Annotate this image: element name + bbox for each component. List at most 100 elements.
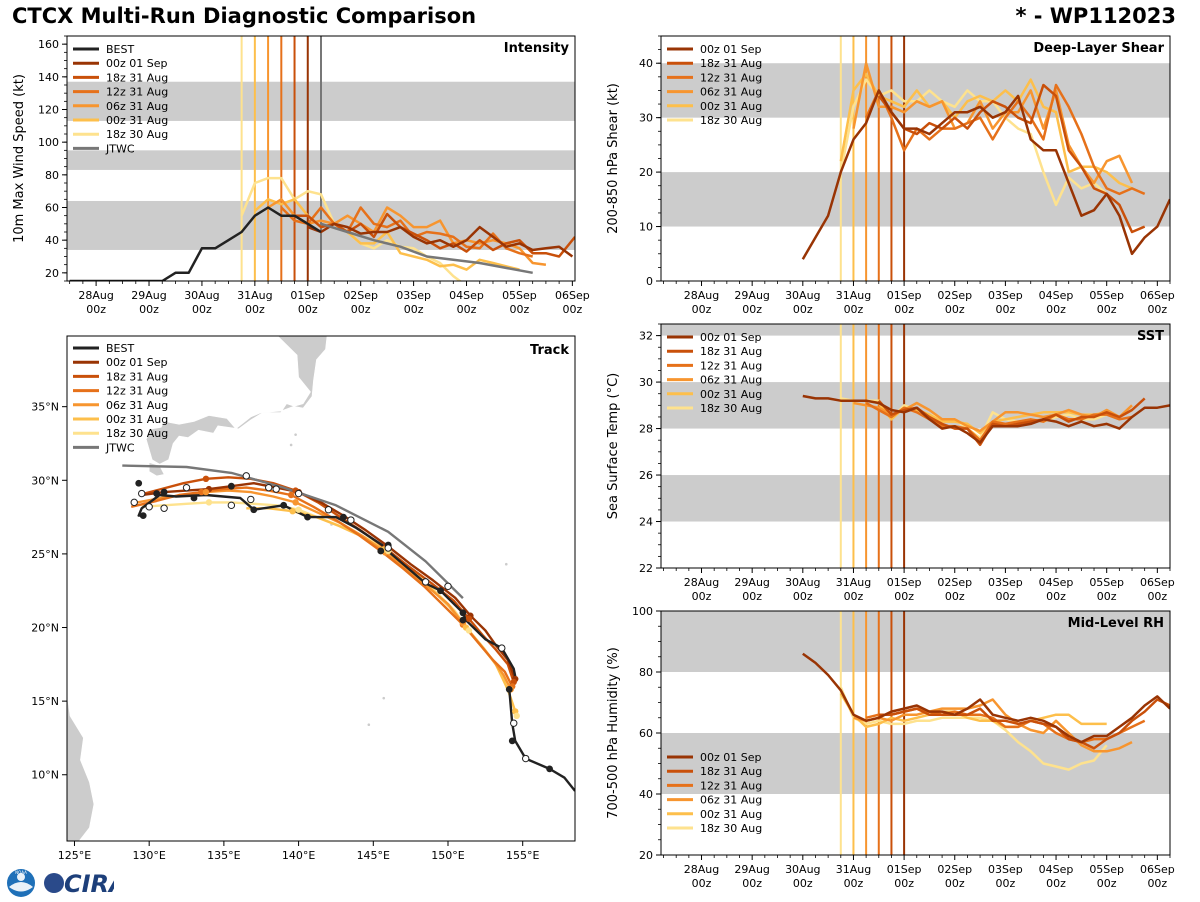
track-marker-hollow (242, 472, 250, 480)
rh-series-line (865, 707, 1146, 744)
sst-series-line (802, 394, 1170, 444)
island-mark (289, 443, 293, 447)
track-run-marker (295, 506, 302, 513)
track-marker-hollow (294, 489, 303, 498)
sst-xtick-label: 00z (742, 590, 762, 603)
intensity-xtick-label: 00z (510, 303, 530, 316)
sst-xtick-label: 00z (1147, 590, 1167, 603)
sst-xtick-label: 00z (945, 590, 965, 603)
sst-xtick-label: 03Sep (988, 576, 1023, 589)
shear-xtick-label: 29Aug (734, 289, 769, 302)
track-run-marker (292, 487, 299, 494)
rh-xtick-label: 00z (996, 877, 1016, 890)
track-marker-filled (139, 512, 147, 520)
intensity-series-line (294, 212, 575, 258)
track-marker-hollow (521, 754, 530, 763)
track-legend-label: 00z 01 Sep (106, 356, 168, 369)
rh-xtick-label: 00z (1046, 877, 1066, 890)
track-run-marker (198, 488, 205, 496)
intensity-xtick-label: 00z (139, 303, 159, 316)
intensity-legend-label: 00z 01 Sep (106, 57, 168, 70)
shear-xtick-label: 01Sep (887, 289, 922, 302)
track-line (130, 486, 514, 687)
track-marker-filled (508, 737, 516, 745)
track-marker-filled (459, 616, 467, 624)
track-run-marker (459, 621, 467, 628)
rh-xtick-label: 06Sep (1140, 863, 1175, 876)
shear-xtick-label: 00z (793, 303, 813, 316)
intensity-xtick-label: 02Sep (343, 289, 378, 302)
track-legend-label: 06z 31 Aug (106, 399, 168, 412)
track-marker-filled (304, 513, 311, 521)
sst-ytick-label: 28 (639, 423, 653, 436)
intensity-legend-label: JTWC (105, 142, 135, 155)
island-mark (330, 523, 333, 526)
sst-xtick-label: 28Aug (684, 576, 719, 589)
shear-ytick-label: 20 (639, 166, 653, 179)
shear-legend-label: 00z 31 Aug (700, 100, 762, 113)
track-marker-filled (153, 490, 161, 497)
track-ytick-label: 30°N (31, 474, 59, 487)
sst-xtick-label: 00z (844, 590, 864, 603)
shear-xtick-label: 00z (996, 303, 1016, 316)
track-marker-hollow (347, 516, 355, 524)
intensity-xtick-label: 01Sep (290, 289, 325, 302)
sst-ylabel: Sea Surface Temp (°C) (606, 373, 621, 520)
track-run-marker (465, 615, 473, 622)
rh-ytick-label: 100 (632, 605, 653, 618)
shear-xtick-label: 28Aug (684, 289, 719, 302)
rh-legend-label: 00z 31 Aug (700, 808, 762, 821)
track-run-marker (289, 508, 296, 515)
track-marker-filled (160, 488, 168, 496)
track-marker-hollow (130, 498, 138, 507)
track-marker-hollow (247, 495, 255, 504)
rh-xtick-label: 00z (793, 877, 813, 890)
shear-xtick-label: 03Sep (988, 289, 1023, 302)
track-frame (66, 335, 576, 842)
track-run-marker (512, 675, 519, 683)
track-line (136, 489, 512, 690)
shear-legend-label: 18z 31 Aug (700, 57, 762, 70)
rh-series-line (853, 698, 1133, 753)
logo-area: NOAA CIRA (4, 866, 128, 898)
track-marker-hollow (182, 483, 191, 492)
intensity-xtick-label: 04Sep (449, 289, 484, 302)
track-ytick-label: 35°N (31, 401, 59, 414)
shear-ytick-label: 40 (639, 57, 653, 70)
track-marker-filled (280, 501, 288, 509)
rh-series-line (839, 686, 1108, 771)
intensity-ytick-label: 80 (45, 169, 59, 182)
sst-frame (660, 323, 1171, 569)
track-run-marker (465, 627, 473, 634)
sst-xtick-label: 00z (1097, 590, 1117, 603)
track-xtick-label: 125°E (58, 849, 91, 862)
shear-series-line (864, 83, 1146, 196)
shear-legend-label: 18z 30 Aug (700, 114, 762, 127)
intensity-ytick-label: 160 (38, 38, 59, 51)
intensity-legend-label: 18z 31 Aug (106, 71, 168, 84)
intensity-xtick-label: 29Aug (131, 289, 166, 302)
shear-xtick-label: 04Sep (1039, 289, 1074, 302)
track-legend-label: JTWC (105, 441, 135, 454)
track-xtick-label: 135°E (207, 849, 240, 862)
track-marker-filled (377, 547, 385, 555)
rh-xtick-label: 29Aug (734, 863, 769, 876)
sst-xtick-label: 00z (894, 590, 914, 603)
cira-logo-text: CIRA (64, 870, 114, 898)
shear-band (661, 172, 1170, 227)
intensity-ytick-label: 100 (38, 136, 59, 149)
track-marker-filled (437, 587, 444, 595)
track-marker-hollow (421, 578, 430, 586)
intensity-ytick-label: 120 (38, 104, 59, 117)
intensity-xtick-label: 00z (86, 303, 106, 316)
intensity-band (67, 200, 575, 250)
sst-xtick-label: 04Sep (1039, 576, 1074, 589)
island-mark (382, 696, 386, 700)
sst-xtick-label: 00z (1046, 590, 1066, 603)
land-mass (67, 693, 95, 841)
intensity-xtick-label: 06Sep (555, 289, 590, 302)
track-marker-hollow (384, 544, 392, 552)
intensity-title: Intensity (504, 41, 570, 56)
track-marker-hollow (498, 644, 506, 652)
rh-xtick-label: 00z (742, 877, 762, 890)
